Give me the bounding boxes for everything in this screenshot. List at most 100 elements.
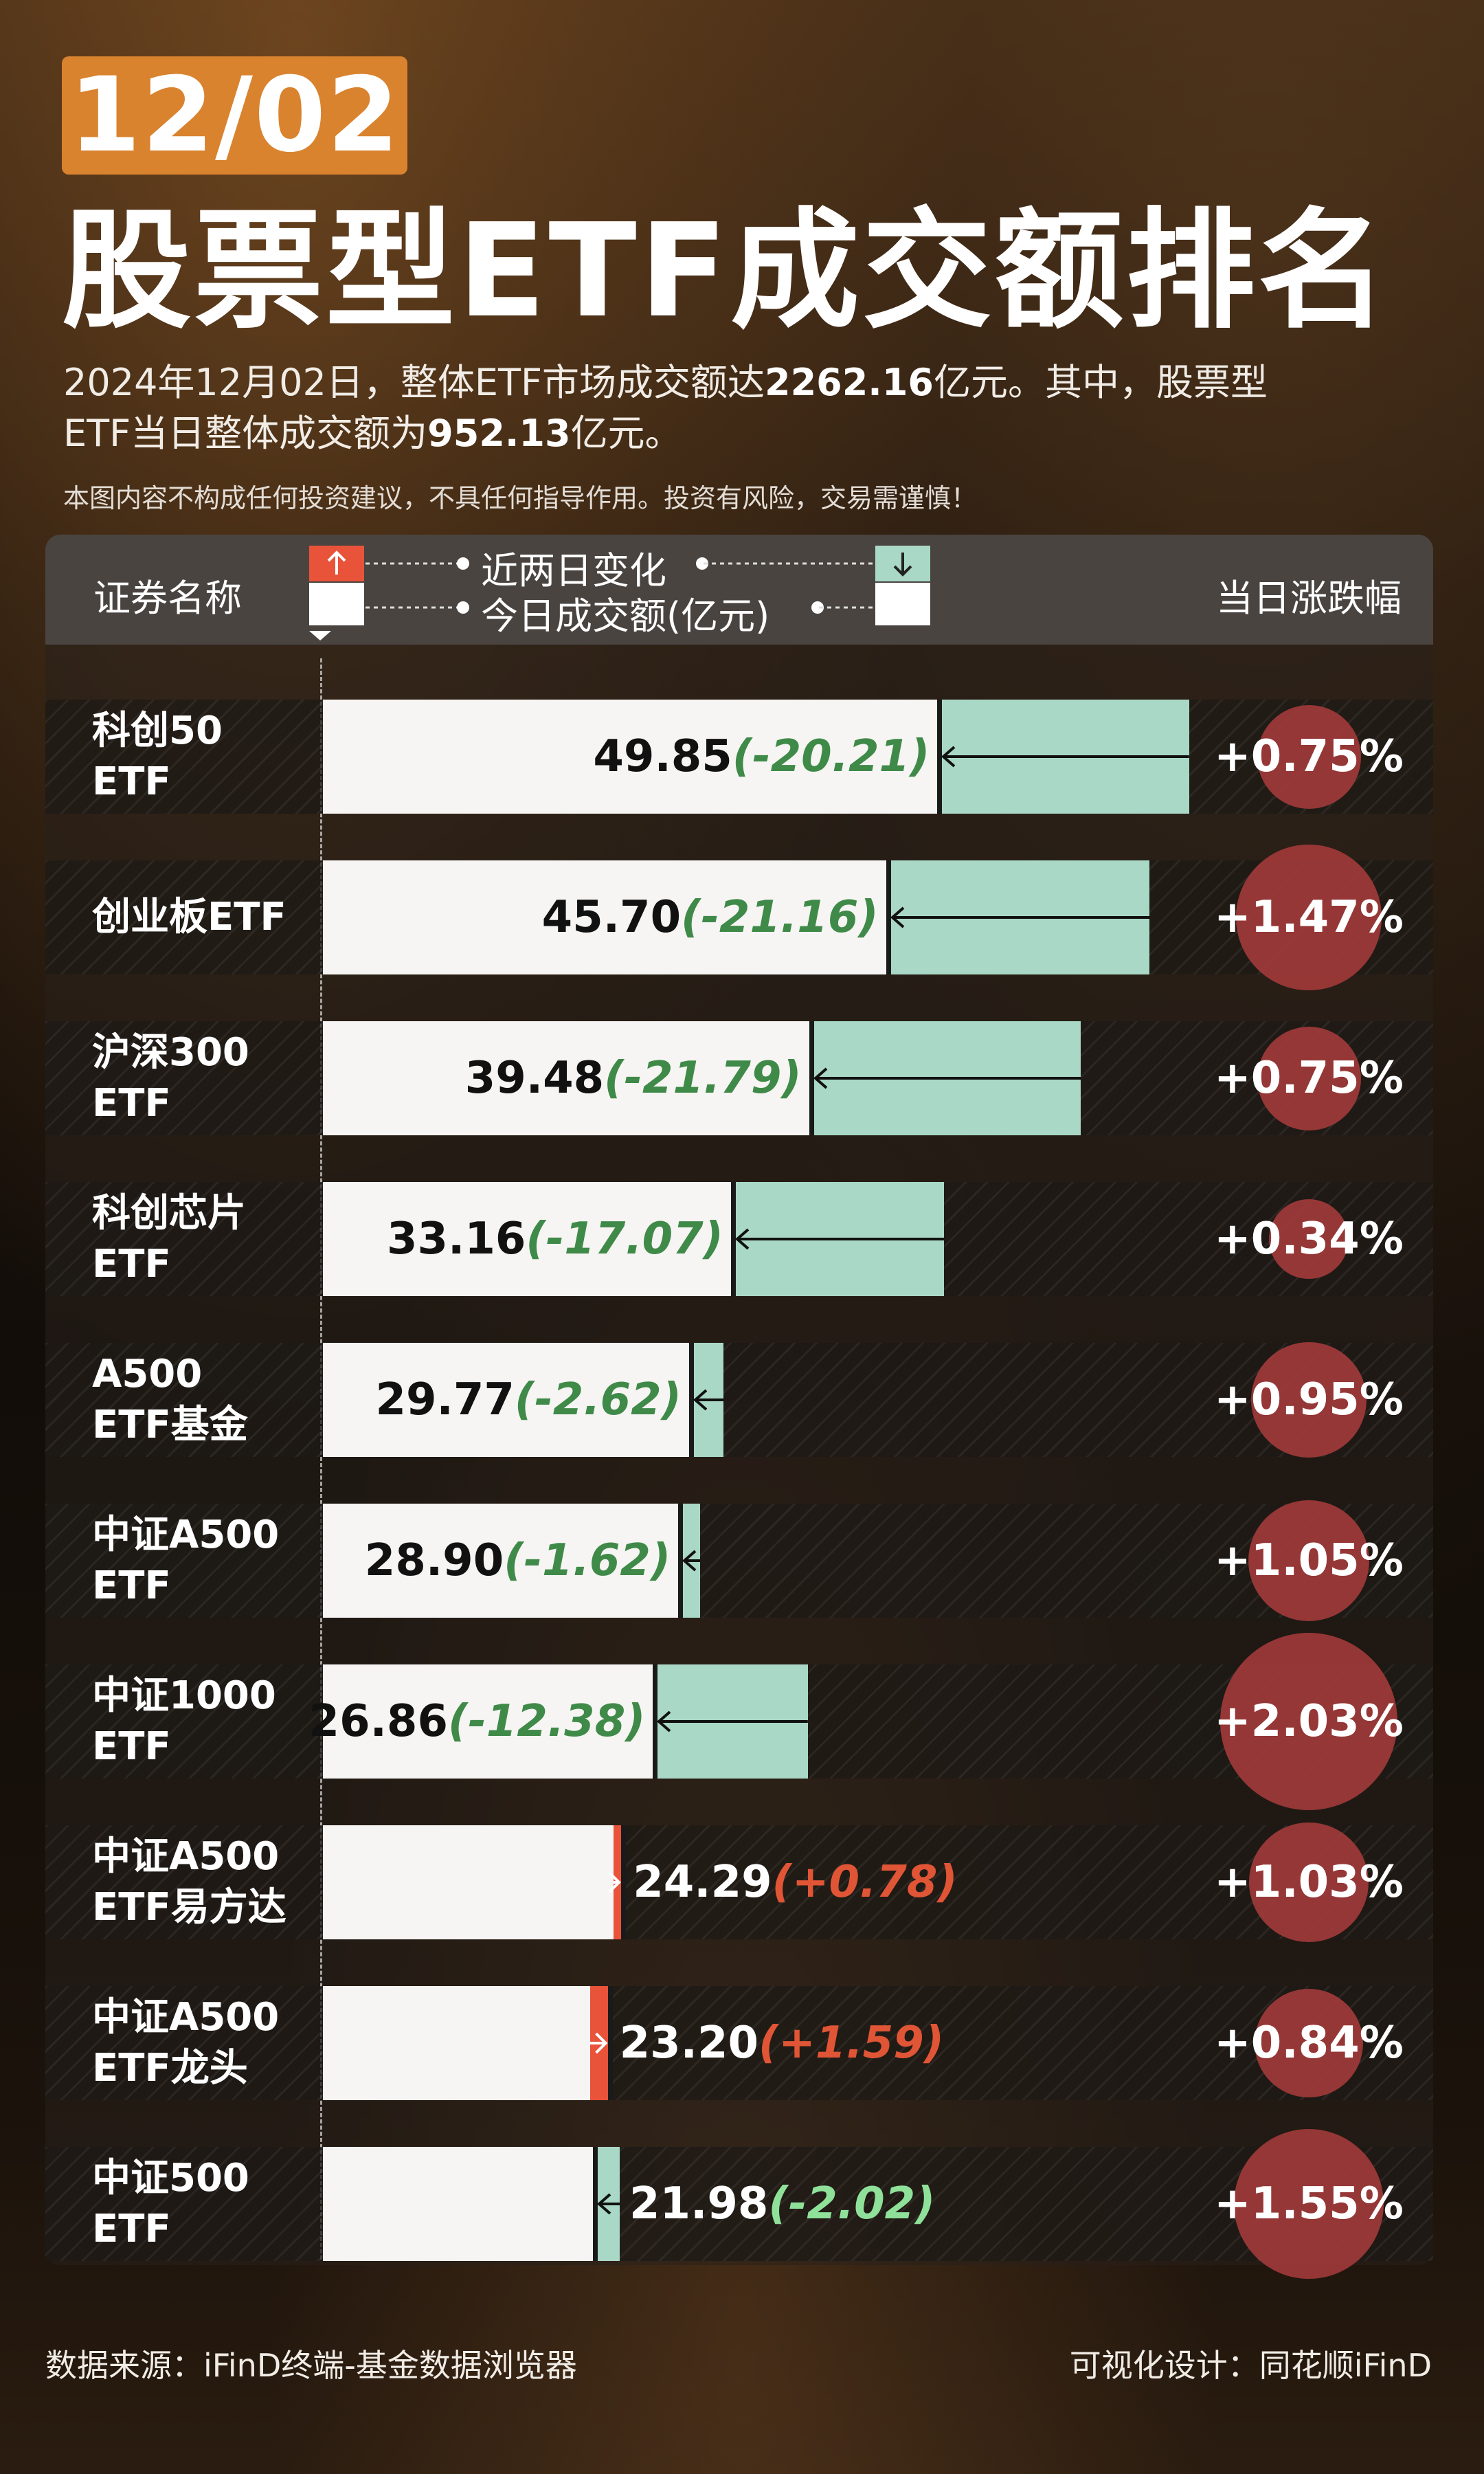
table-row xyxy=(45,1986,1433,2100)
arrow-down-icon xyxy=(893,553,912,577)
pct-label: +0.75% xyxy=(1214,731,1404,782)
pct-label: +0.75% xyxy=(1214,1053,1404,1104)
volume-marker xyxy=(688,1343,694,1457)
arrow-left-icon xyxy=(813,1067,1081,1089)
pct-circle xyxy=(1251,1342,1367,1458)
pct-label: +0.34% xyxy=(1214,1214,1404,1264)
summary-text: 亿元。其中，股票型 xyxy=(933,361,1268,404)
volume-marker xyxy=(592,2147,598,2261)
legend-change-label: 近两日变化 xyxy=(481,549,666,592)
volume-value: 23.20 xyxy=(619,2018,759,2069)
value-label: 26.86(-12.38) xyxy=(309,1664,646,1779)
change-value: (-21.79) xyxy=(604,1053,802,1104)
etf-name: 中证1000 ETF xyxy=(92,1664,326,1779)
etf-name-line: 创业板ETF xyxy=(92,895,286,939)
value-label: 29.77(-2.62) xyxy=(375,1343,681,1457)
pct-label: +1.55% xyxy=(1214,2178,1404,2229)
volume-marker xyxy=(621,1825,627,1939)
summary-line-1: 2024年12月02日，整体ETF市场成交额达2262.16亿元。其中，股票型 xyxy=(63,359,1437,407)
volume-value: 39.48 xyxy=(464,1053,605,1104)
volume-bar xyxy=(323,1825,614,1939)
etf-name-line: 科创芯片 xyxy=(92,1191,246,1236)
pct-circle xyxy=(1219,1632,1398,1811)
value-label: 39.48(-21.79) xyxy=(465,1021,802,1135)
pct-circle xyxy=(1248,1500,1370,1622)
date-badge: 12/02 xyxy=(62,56,407,175)
etf-name: 中证A500 ETF xyxy=(92,1504,326,1618)
pct-circle xyxy=(1257,1026,1361,1130)
etf-name-line: ETF龙头 xyxy=(92,2046,248,2091)
pct-label: +0.95% xyxy=(1214,1374,1404,1425)
table-row xyxy=(45,2147,1433,2261)
etf-name-line: ETF基金 xyxy=(92,1403,248,1447)
arrow-right-icon xyxy=(589,2032,608,2054)
summary-text: 亿元。 xyxy=(570,412,682,455)
baseline-axis xyxy=(320,658,322,2260)
etf-name-line: 中证1000 xyxy=(92,1673,276,1718)
etf-name: A500 ETF基金 xyxy=(92,1343,326,1457)
change-value: (-17.07) xyxy=(526,1214,723,1264)
etf-name-line: ETF xyxy=(92,1242,171,1286)
pct-label: +0.84% xyxy=(1214,2018,1404,2069)
stock-etf-volume: 952.13 xyxy=(427,412,571,455)
value-label: 33.16(-17.07) xyxy=(387,1182,723,1296)
volume-value: 26.86 xyxy=(308,1696,448,1747)
value-label: 21.98(-2.02) xyxy=(629,2147,935,2261)
arrow-left-icon xyxy=(596,2193,620,2215)
etf-name-line: ETF易方达 xyxy=(92,1885,286,1930)
column-header-name: 证券名称 xyxy=(93,577,242,620)
etf-name-line: ETF xyxy=(92,759,171,804)
change-value: (-1.62) xyxy=(504,1535,671,1586)
pct-label: +2.03% xyxy=(1214,1696,1404,1747)
arrow-up-icon xyxy=(327,550,346,575)
volume-bar xyxy=(323,700,940,814)
etf-name-line: 中证500 xyxy=(92,2156,249,2200)
change-value: (-21.16) xyxy=(681,892,879,943)
etf-name-line: 中证A500 xyxy=(92,1995,280,2040)
etf-name-line: 沪深300 xyxy=(92,1030,249,1075)
volume-value: 21.98 xyxy=(629,2178,769,2229)
volume-marker xyxy=(678,1504,684,1618)
pct-circle xyxy=(1233,2128,1384,2280)
page-title: 股票型ETF成交额排名 xyxy=(62,196,1391,346)
volume-bar xyxy=(323,2147,595,2261)
table-row xyxy=(45,1504,1433,1618)
summary-text: 2024年12月02日，整体ETF市场成交额达 xyxy=(63,361,765,404)
volume-marker xyxy=(607,1986,613,2100)
value-label: 24.29(+0.78) xyxy=(633,1825,957,1939)
pct-circle xyxy=(1257,704,1361,809)
volume-swatch xyxy=(309,583,364,625)
pct-label: +1.05% xyxy=(1214,1535,1404,1586)
volume-bar xyxy=(323,1986,590,2100)
change-value: (-2.62) xyxy=(514,1374,682,1425)
etf-name-line: A500 xyxy=(92,1352,203,1396)
arrow-left-icon xyxy=(890,906,1150,928)
summary-line-2: ETF当日整体成交额为952.13亿元。 xyxy=(63,410,1437,458)
summary-text: ETF当日整体成交额为 xyxy=(63,412,428,455)
volume-value: 49.85 xyxy=(593,731,732,782)
volume-bar xyxy=(323,1664,655,1779)
arrow-left-icon xyxy=(693,1389,724,1411)
arrow-right-icon xyxy=(608,1871,622,1893)
etf-name-line: ETF xyxy=(92,2207,171,2251)
legend xyxy=(309,544,934,640)
etf-name: 中证A500 ETF龙头 xyxy=(92,1986,326,2100)
volume-bar xyxy=(323,860,888,974)
pointer-icon xyxy=(309,631,331,640)
value-label: 28.90(-1.62) xyxy=(365,1504,671,1618)
volume-marker xyxy=(886,860,891,974)
value-label: 49.85(-20.21) xyxy=(593,700,930,814)
arrow-left-icon xyxy=(682,1550,701,1572)
table-row xyxy=(45,1343,1433,1457)
pct-circle xyxy=(1236,845,1382,990)
value-label: 45.70(-21.16) xyxy=(542,860,879,974)
volume-swatch xyxy=(875,583,930,625)
etf-name: 创业板ETF xyxy=(92,860,326,974)
volume-bar xyxy=(323,1504,681,1618)
disclaimer: 本图内容不构成任何投资建议，不具任何指导作用。投资有风险，交易需谨慎！ xyxy=(63,483,978,513)
volume-bar xyxy=(323,1343,691,1457)
etf-name-line: ETF xyxy=(92,1081,171,1126)
etf-name-line: ETF xyxy=(92,1563,171,1608)
etf-name: 科创芯片 ETF xyxy=(92,1182,326,1296)
change-value: (-12.38) xyxy=(447,1696,646,1747)
